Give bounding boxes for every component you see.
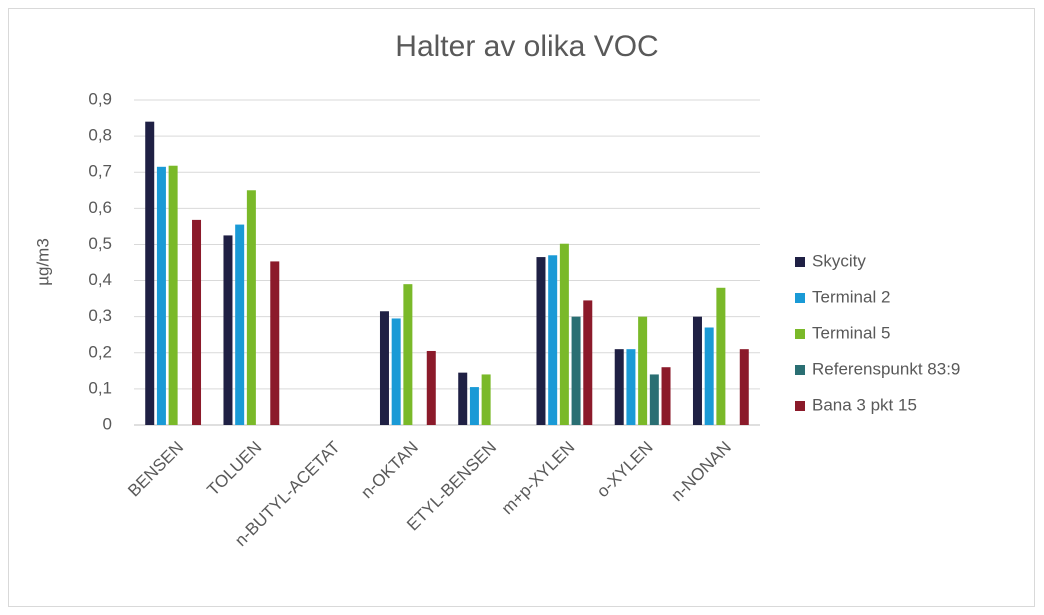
bar — [223, 235, 233, 425]
legend-label: Terminal 2 — [812, 287, 890, 306]
bar — [145, 121, 155, 426]
bar — [270, 261, 280, 425]
legend-swatch — [795, 329, 805, 339]
bar — [559, 243, 569, 425]
y-tick-label: 0,9 — [88, 89, 112, 108]
bar — [571, 316, 581, 425]
y-tick-label: 0,5 — [88, 234, 112, 253]
bar — [458, 372, 468, 425]
chart-frame — [8, 8, 1035, 607]
bar — [614, 349, 624, 425]
bar — [626, 349, 636, 425]
bar — [235, 224, 245, 425]
y-tick-label: 0,3 — [88, 306, 112, 325]
y-tick-label: 0,7 — [88, 162, 112, 181]
chart-title: Halter av olika VOC — [395, 30, 658, 63]
legend-label: Skycity — [812, 251, 866, 270]
y-tick-label: 0,4 — [88, 270, 112, 289]
y-axis-title: µg/m3 — [33, 238, 52, 286]
legend-swatch — [795, 293, 805, 303]
bar — [548, 255, 558, 425]
legend-swatch — [795, 365, 805, 375]
bar — [156, 166, 166, 426]
legend-swatch — [795, 257, 805, 267]
legend-swatch — [795, 401, 805, 411]
bar — [638, 316, 648, 425]
bar — [649, 374, 659, 425]
bar — [168, 165, 178, 425]
bar — [192, 219, 202, 425]
bar — [739, 349, 749, 425]
bar — [246, 190, 256, 425]
bar — [469, 387, 479, 425]
bar — [692, 316, 702, 425]
legend-label: Terminal 5 — [812, 323, 890, 342]
bar — [426, 350, 436, 425]
bar — [379, 311, 389, 425]
legend-label: Bana 3 pkt 15 — [812, 395, 917, 414]
bar — [481, 374, 491, 425]
y-tick-label: 0 — [103, 414, 112, 433]
y-tick-label: 0,6 — [88, 198, 112, 217]
bar — [403, 284, 413, 425]
y-tick-label: 0,2 — [88, 342, 112, 361]
y-tick-label: 0,1 — [88, 378, 112, 397]
bar — [704, 327, 714, 425]
bar — [661, 367, 671, 425]
bar — [583, 300, 593, 425]
y-tick-label: 0,8 — [88, 126, 112, 145]
bar — [391, 318, 401, 425]
bar — [536, 257, 546, 425]
bar — [716, 287, 726, 425]
legend-label: Referenspunkt 83:9 — [812, 359, 960, 378]
